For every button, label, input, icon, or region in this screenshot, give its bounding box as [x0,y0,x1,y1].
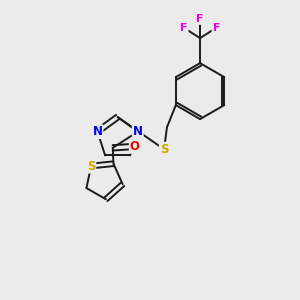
Text: S: S [87,160,95,172]
Text: F: F [180,23,188,33]
Text: F: F [196,14,204,24]
Text: F: F [212,23,220,33]
Text: N: N [92,125,102,138]
Text: S: S [160,143,168,156]
Text: N: N [133,125,143,138]
Text: O: O [130,140,140,153]
